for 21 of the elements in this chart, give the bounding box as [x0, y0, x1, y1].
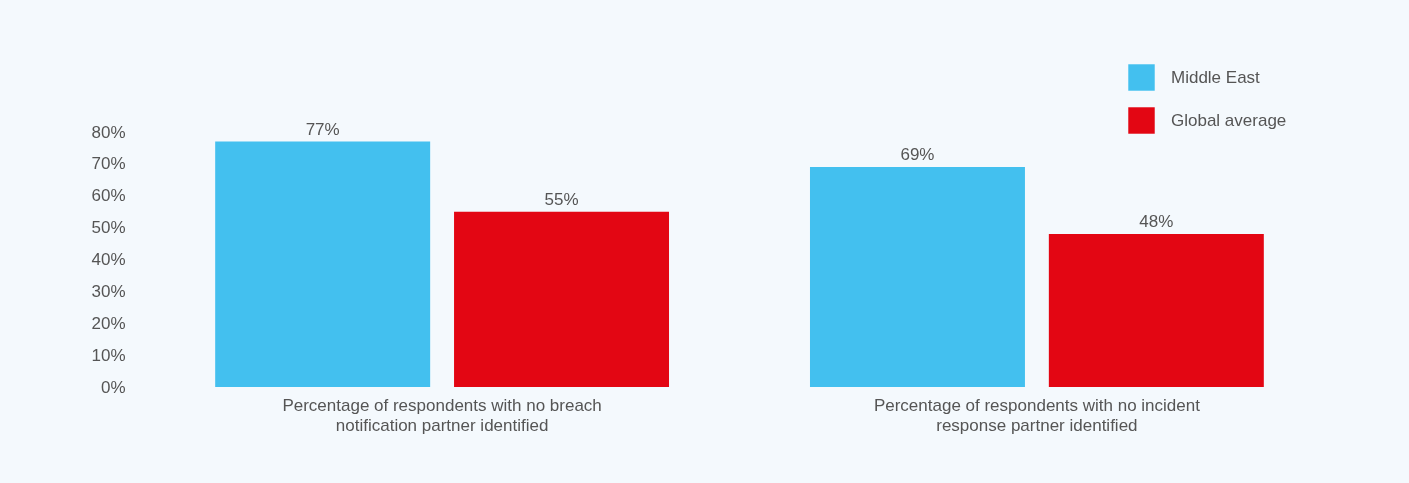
x-tick-label: Percentage of respondents with no breach notification partner identified — [282, 395, 602, 435]
y-tick-label: 0% — [100, 377, 126, 397]
legend-label: Middle East — [1171, 67, 1261, 87]
y-tick-label: 10% — [91, 345, 126, 365]
data-label: 69% — [900, 145, 935, 165]
bar — [454, 211, 670, 387]
bar — [1048, 234, 1264, 387]
x-tick-label: Percentage of respondents with no incident response partner identified — [873, 395, 1201, 435]
y-tick-label: 20% — [91, 313, 126, 333]
y-tick-label: 60% — [91, 186, 126, 206]
data-label: 77% — [305, 119, 340, 139]
y-tick-label: 30% — [91, 281, 126, 301]
y-tick-label: 40% — [91, 250, 126, 269]
data-label: 48% — [1139, 212, 1174, 231]
y-tick-label: 50% — [91, 218, 126, 238]
data-label: 55% — [544, 189, 579, 209]
bar — [809, 167, 1025, 387]
bar — [215, 141, 431, 387]
y-tick-label: 80% — [91, 122, 126, 142]
legend-label: Global average — [1171, 110, 1287, 130]
y-tick-label: 70% — [91, 154, 126, 174]
